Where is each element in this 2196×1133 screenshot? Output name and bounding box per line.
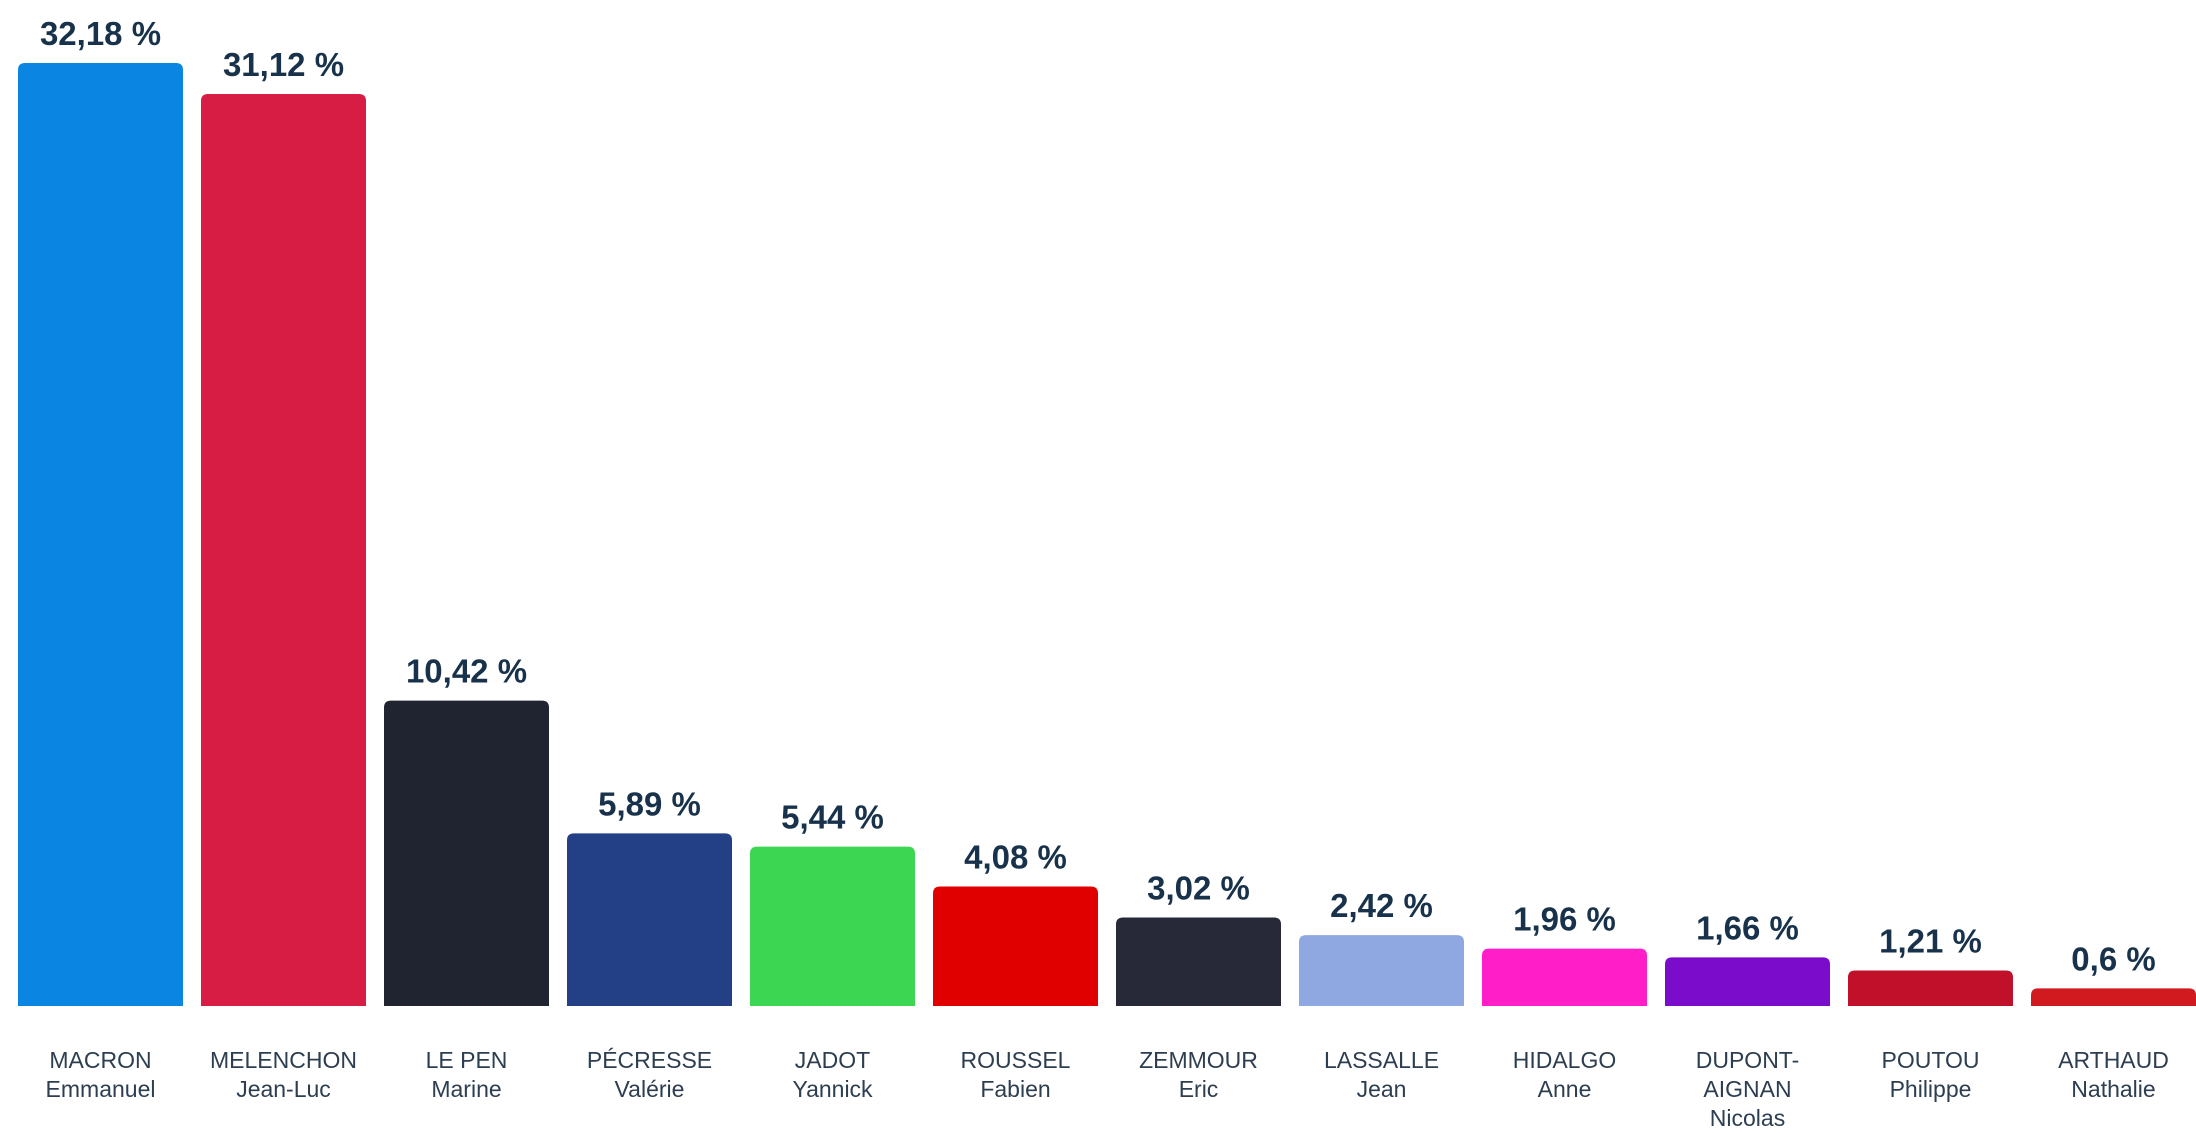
- category-label: Marine: [431, 1076, 501, 1102]
- bar: [1665, 957, 1830, 1006]
- value-label: 10,42 %: [406, 653, 527, 690]
- value-label: 1,21 %: [1879, 923, 1982, 960]
- category-label: Anne: [1538, 1076, 1592, 1102]
- bar: [2031, 988, 2196, 1006]
- value-label: 1,96 %: [1513, 901, 1616, 938]
- value-label: 1,66 %: [1696, 909, 1799, 946]
- category-label: DUPONT-: [1696, 1047, 1800, 1073]
- category-label: LASSALLE: [1324, 1047, 1439, 1073]
- category-label: Eric: [1179, 1076, 1219, 1102]
- value-label: 0,6 %: [2071, 940, 2155, 977]
- category-label: Philippe: [1890, 1076, 1972, 1102]
- value-label: 4,08 %: [964, 838, 1067, 875]
- category-label: Jean-Luc: [236, 1076, 331, 1102]
- category-label: ARTHAUD: [2058, 1047, 2169, 1073]
- category-label: Jean: [1357, 1076, 1407, 1102]
- bar: [18, 63, 183, 1006]
- category-label: Nicolas: [1710, 1105, 1785, 1131]
- category-label: Emmanuel: [46, 1076, 156, 1102]
- bar: [384, 700, 549, 1006]
- bar: [1299, 935, 1464, 1006]
- category-label: JADOT: [795, 1047, 870, 1073]
- bar: [567, 833, 732, 1006]
- category-label: MELENCHON: [210, 1047, 357, 1073]
- value-label: 32,18 %: [40, 15, 161, 52]
- category-label: PÉCRESSE: [587, 1047, 712, 1073]
- category-label: Nathalie: [2071, 1076, 2155, 1102]
- bar: [933, 886, 1098, 1006]
- category-label: AIGNAN: [1703, 1076, 1791, 1102]
- category-label: HIDALGO: [1513, 1047, 1617, 1073]
- bar: [201, 94, 366, 1007]
- category-label: Valérie: [615, 1076, 685, 1102]
- category-label: Yannick: [792, 1076, 873, 1102]
- category-label: LE PEN: [426, 1047, 508, 1073]
- value-label: 5,44 %: [781, 799, 884, 836]
- category-label: POUTOU: [1882, 1047, 1980, 1073]
- category-label: ROUSSEL: [961, 1047, 1071, 1073]
- value-label: 3,02 %: [1147, 870, 1250, 907]
- category-label: ZEMMOUR: [1139, 1047, 1258, 1073]
- bar: [1116, 917, 1281, 1006]
- bar: [1848, 970, 2013, 1006]
- category-label: MACRON: [49, 1047, 151, 1073]
- bar: [1482, 948, 1647, 1006]
- value-label: 5,89 %: [598, 785, 701, 822]
- category-label: Fabien: [980, 1076, 1050, 1102]
- bar: [750, 846, 915, 1006]
- value-label: 2,42 %: [1330, 887, 1433, 924]
- value-label: 31,12 %: [223, 46, 344, 83]
